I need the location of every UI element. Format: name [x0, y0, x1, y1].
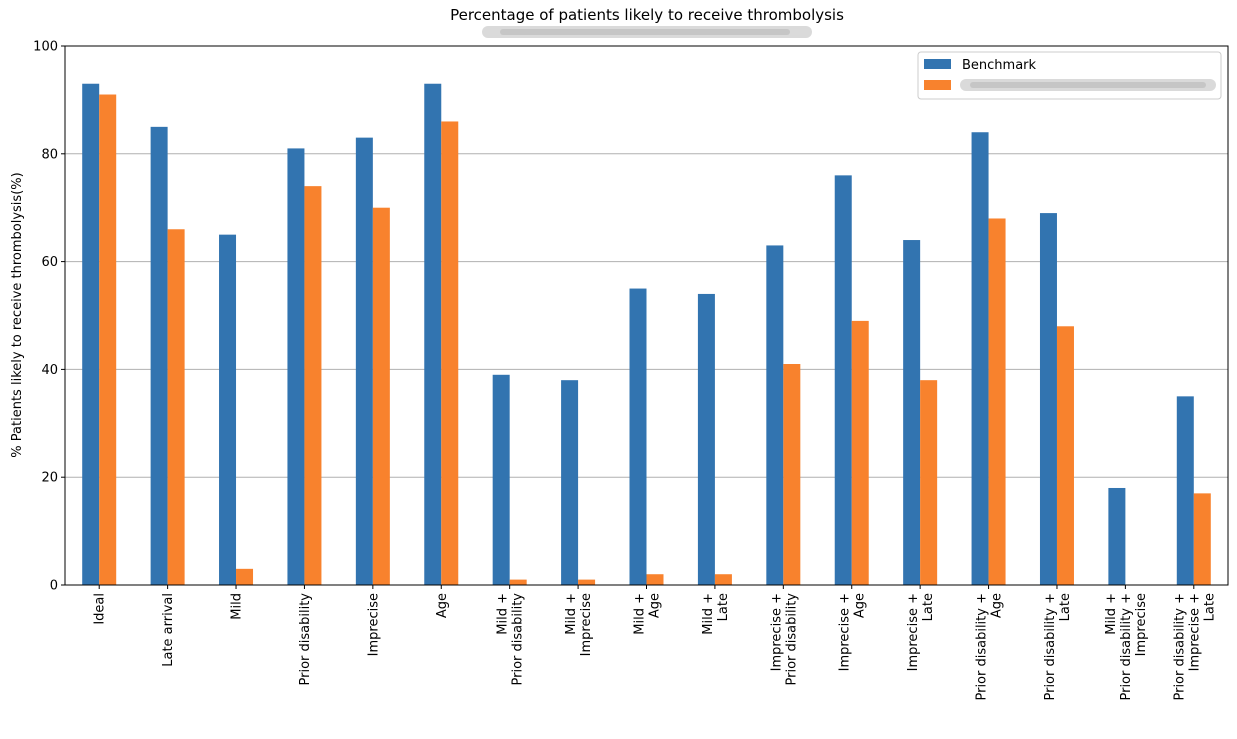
bar-benchmark: [561, 380, 579, 585]
x-tick-label: Late: [1202, 593, 1217, 621]
bar-benchmark: [1176, 396, 1194, 585]
x-tick-label: Imprecise +: [838, 593, 853, 671]
bar-benchmark: [1039, 213, 1057, 585]
bar-benchmark: [82, 83, 100, 585]
x-tick-label: Mild +: [564, 593, 579, 635]
redacted-subtitle: [482, 26, 812, 38]
x-tick-label: Late: [921, 593, 936, 621]
bar-series-2: [236, 568, 254, 585]
chart-title: Percentage of patients likely to receive…: [450, 6, 844, 24]
y-tick-label: 80: [41, 147, 58, 162]
x-tick-label: Late: [716, 593, 731, 621]
bar-series-2: [99, 94, 117, 585]
x-tick-label: Mild +: [496, 593, 511, 635]
x-tick-label: Mild: [230, 593, 245, 620]
x-tick-label: Imprecise: [579, 593, 594, 656]
y-tick-label: 60: [41, 255, 58, 270]
x-tick-label: Mild +: [701, 593, 716, 635]
x-axis: Ideal Late arrival Mild Prior disability Imp…: [93, 585, 1217, 701]
legend-swatch-series-2: [924, 80, 951, 90]
y-axis-label: % Patients likely to receive thrombolysi…: [10, 172, 25, 457]
bar-benchmark: [150, 126, 168, 585]
x-tick-label: Mild +: [1104, 593, 1119, 635]
y-tick-label: 20: [41, 471, 58, 486]
bar-series-2: [441, 121, 459, 586]
bar-benchmark: [355, 137, 373, 585]
bar-series-2: [372, 207, 390, 585]
x-tick-label: Late arrival: [161, 593, 176, 667]
bar-benchmark: [697, 293, 715, 585]
bar-benchmark: [287, 148, 305, 585]
bar-series-2: [851, 320, 869, 585]
x-tick-label: Mild +: [633, 593, 648, 635]
x-tick-label: Prior disability +: [1043, 593, 1058, 701]
legend-swatch-benchmark: [924, 59, 951, 69]
redacted-legend-label: [960, 79, 1216, 91]
x-tick-label: Prior disability: [511, 593, 526, 686]
x-tick-label: Age: [853, 593, 868, 618]
bar-series-2: [509, 579, 527, 585]
bar-series-2: [304, 186, 322, 585]
legend: Benchmark: [917, 51, 1222, 100]
x-tick-label: Imprecise +: [1187, 593, 1202, 671]
x-tick-label: Imprecise +: [906, 593, 921, 671]
x-tick-label: Imprecise: [1134, 593, 1149, 656]
x-tick-label: Ideal: [93, 593, 108, 625]
bar-series-2: [1193, 493, 1211, 585]
x-tick-label: Age: [990, 593, 1005, 618]
bar-benchmark: [903, 240, 921, 586]
y-tick-label: 40: [41, 363, 58, 378]
y-tick-label: 100: [33, 40, 58, 55]
bar-benchmark: [219, 234, 237, 585]
bar-benchmark: [766, 245, 784, 585]
bar-benchmark: [492, 374, 510, 585]
bar-series-2: [988, 218, 1006, 586]
x-tick-label: Imprecise +: [769, 593, 784, 671]
bar-benchmark: [1108, 487, 1126, 585]
bar-benchmark: [424, 83, 442, 585]
x-tick-label: Late: [1058, 593, 1073, 621]
x-tick-label: Prior disability: [298, 593, 313, 686]
bar-benchmark: [834, 175, 852, 586]
bar-series-2: [646, 574, 664, 585]
bar-benchmark: [971, 132, 989, 586]
bar-series-2: [783, 364, 801, 585]
bars: [82, 83, 1211, 586]
legend-label-benchmark: Benchmark: [962, 58, 1037, 73]
bar-benchmark: [629, 288, 647, 585]
bar-series-2: [1056, 326, 1074, 585]
x-tick-label: Prior disability: [784, 593, 799, 686]
x-tick-label: Imprecise: [366, 593, 381, 656]
bar-series-2: [714, 574, 732, 585]
x-tick-label: Age: [435, 593, 450, 618]
bar-series-2: [920, 380, 938, 585]
x-tick-label: Age: [648, 593, 663, 618]
x-tick-label: Prior disability +: [1119, 593, 1134, 701]
y-tick-label: 0: [50, 579, 58, 594]
bar-series-2: [578, 579, 596, 585]
y-axis: 0 20 40 60 80 100: [33, 40, 65, 594]
bar-series-2: [167, 229, 185, 585]
x-tick-label: Prior disability +: [1172, 593, 1187, 701]
x-tick-label: Prior disability +: [975, 593, 990, 701]
